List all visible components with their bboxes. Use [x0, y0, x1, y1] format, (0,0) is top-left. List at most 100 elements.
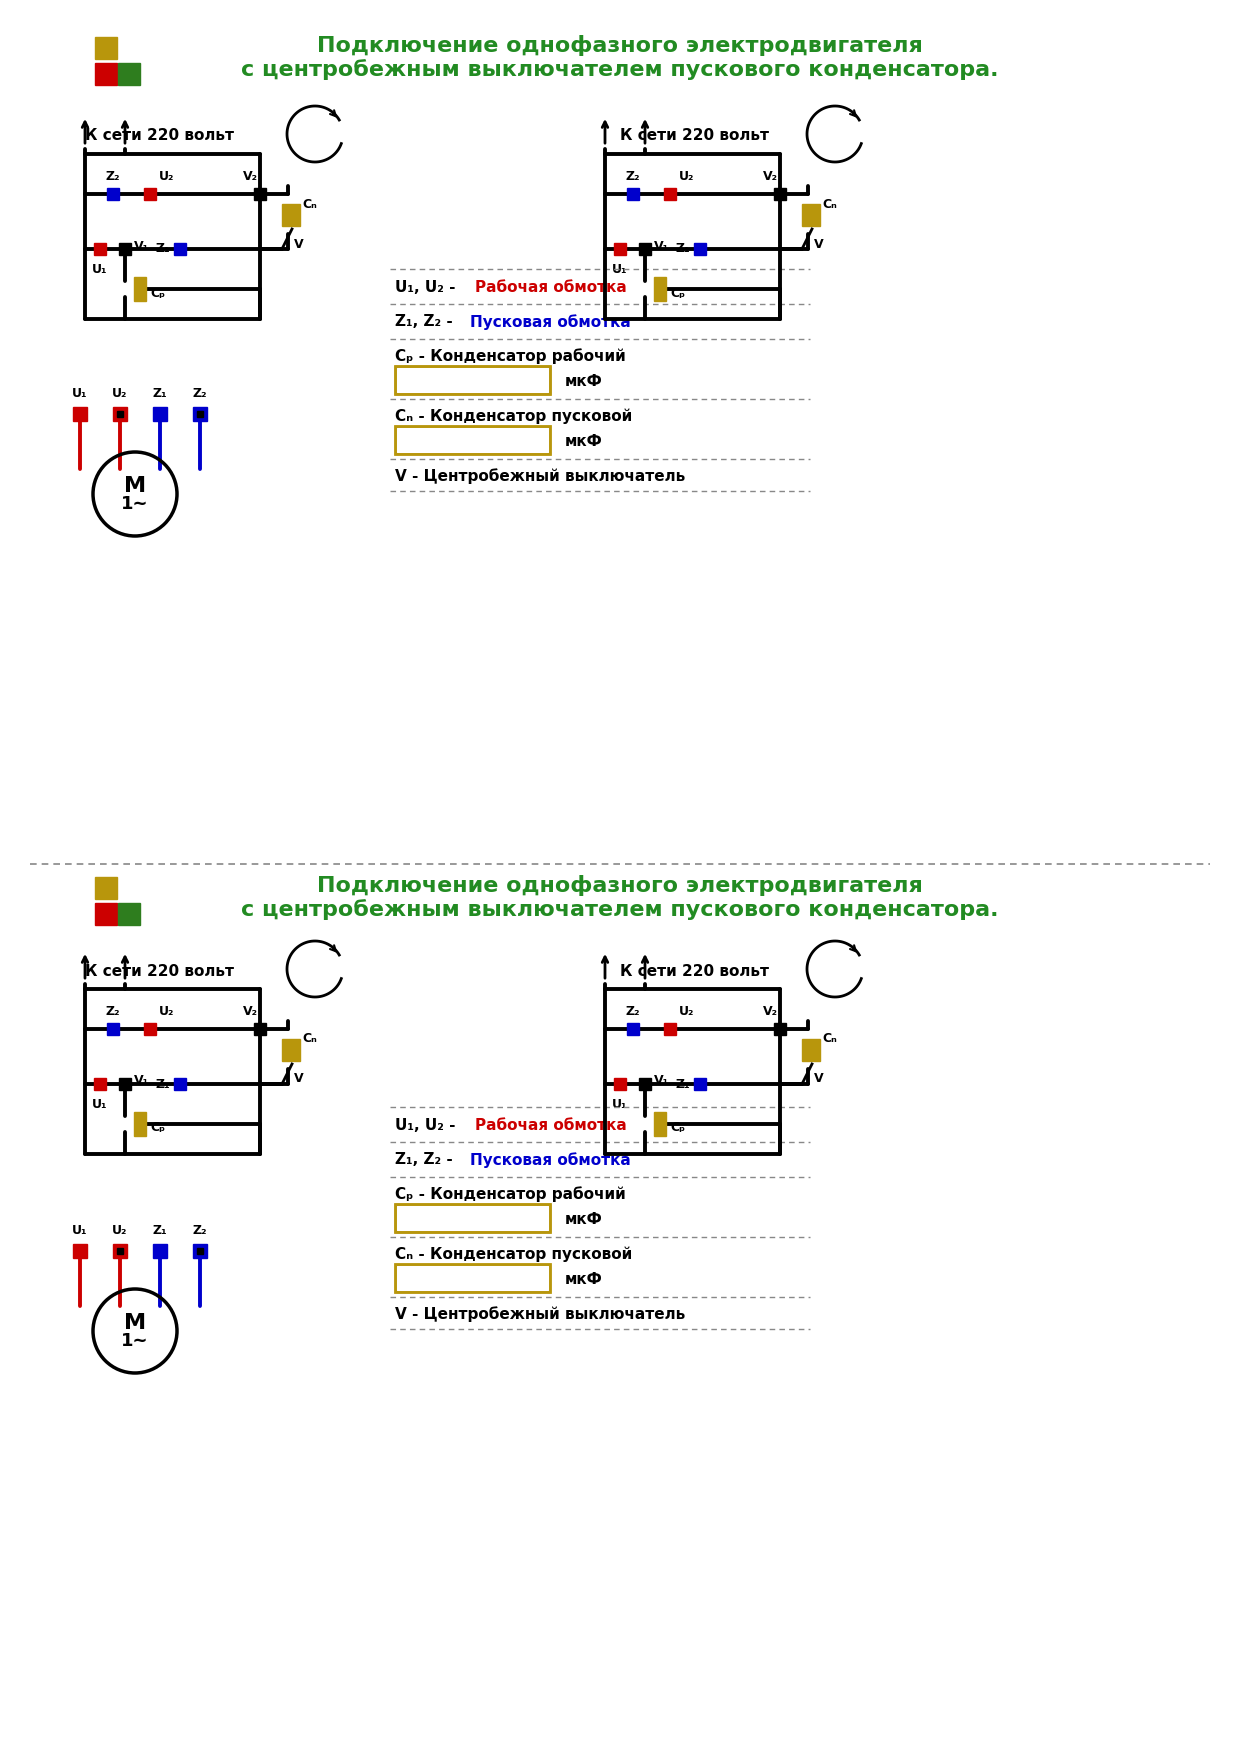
Text: Пусковая обмотка: Пусковая обмотка: [470, 314, 631, 330]
Bar: [653, 277, 666, 302]
Text: V: V: [813, 1072, 823, 1086]
Text: Z₂: Z₂: [626, 170, 640, 182]
Text: Z₁, Z₂ -: Z₁, Z₂ -: [396, 314, 458, 330]
Text: Z₁: Z₁: [155, 1077, 170, 1091]
Text: U₁: U₁: [92, 263, 108, 275]
Text: Рабочая обмотка: Рабочая обмотка: [475, 279, 626, 295]
Text: Рабочая обмотка: Рабочая обмотка: [475, 1117, 626, 1133]
Bar: [153, 407, 167, 421]
Bar: [197, 1249, 203, 1254]
Text: U₁: U₁: [613, 263, 627, 275]
Bar: [94, 1079, 105, 1089]
Text: К сети 220 вольт: К сети 220 вольт: [86, 965, 234, 979]
Bar: [396, 367, 551, 395]
Text: Cₙ: Cₙ: [822, 1033, 837, 1045]
Bar: [107, 1023, 119, 1035]
Text: Пусковая обмотка: Пусковая обмотка: [470, 1152, 631, 1168]
Bar: [397, 1207, 548, 1230]
Bar: [396, 1203, 551, 1231]
Text: Подключение однофазного электродвигателя: Подключение однофазного электродвигателя: [317, 35, 923, 56]
Bar: [197, 410, 203, 417]
Bar: [118, 903, 140, 924]
Bar: [774, 188, 786, 200]
Text: U₂: U₂: [159, 1005, 175, 1017]
Text: Z₂: Z₂: [192, 1224, 207, 1237]
Bar: [397, 1266, 548, 1289]
Bar: [627, 188, 639, 200]
Text: мкФ: мкФ: [565, 374, 603, 388]
Bar: [73, 407, 87, 421]
Bar: [397, 428, 548, 453]
Bar: [144, 188, 156, 200]
Bar: [802, 203, 820, 226]
Bar: [639, 1079, 651, 1089]
Text: Z₁: Z₁: [153, 388, 167, 400]
Text: U₁: U₁: [613, 1098, 627, 1110]
Bar: [94, 244, 105, 254]
Text: мкФ: мкФ: [565, 433, 603, 449]
Text: Cₙ: Cₙ: [822, 198, 837, 210]
Text: Z₂: Z₂: [192, 388, 207, 400]
Text: V: V: [294, 237, 304, 251]
Bar: [144, 1023, 156, 1035]
Bar: [134, 277, 146, 302]
Text: Cₚ: Cₚ: [670, 286, 686, 300]
Text: Z₂: Z₂: [105, 170, 120, 182]
Text: V₁: V₁: [653, 240, 670, 253]
Bar: [396, 1203, 551, 1231]
Text: 1~: 1~: [122, 1331, 149, 1351]
Text: Z₁: Z₁: [153, 1224, 167, 1237]
Text: Cₚ: Cₚ: [150, 286, 165, 300]
Bar: [118, 63, 140, 84]
Text: V₁: V₁: [134, 1075, 149, 1087]
Bar: [95, 37, 117, 60]
Text: V₂: V₂: [763, 1005, 777, 1017]
Bar: [117, 1249, 123, 1254]
Text: U₁: U₁: [92, 1098, 108, 1110]
Text: Cₚ - Конденсатор рабочий: Cₚ - Конденсатор рабочий: [396, 347, 626, 363]
Text: U₂: U₂: [680, 1005, 694, 1017]
Bar: [396, 367, 551, 395]
Text: V: V: [294, 1072, 304, 1086]
Text: Cₙ - Конденсатор пусковой: Cₙ - Конденсатор пусковой: [396, 1247, 632, 1261]
Text: Cₙ - Конденсатор пусковой: Cₙ - Конденсатор пусковой: [396, 409, 632, 424]
Bar: [653, 1112, 666, 1137]
Bar: [774, 1023, 786, 1035]
Bar: [614, 1079, 626, 1089]
Bar: [119, 1079, 131, 1089]
Text: V - Центробежный выключатель: V - Центробежный выключатель: [396, 468, 686, 484]
Text: К сети 220 вольт: К сети 220 вольт: [620, 128, 769, 144]
Bar: [281, 1038, 300, 1061]
Bar: [627, 1023, 639, 1035]
Text: Z₁: Z₁: [676, 1077, 689, 1091]
Text: Cₙ: Cₙ: [303, 1033, 316, 1045]
Bar: [663, 1023, 676, 1035]
Text: U₂: U₂: [159, 170, 175, 182]
Bar: [694, 1079, 706, 1089]
Bar: [614, 244, 626, 254]
Text: U₁: U₁: [72, 1224, 88, 1237]
Text: Z₁: Z₁: [155, 242, 170, 256]
Text: Cₚ - Конденсатор рабочий: Cₚ - Конденсатор рабочий: [396, 1186, 626, 1201]
Bar: [639, 244, 651, 254]
Text: мкФ: мкФ: [565, 1212, 603, 1226]
Bar: [95, 903, 117, 924]
Bar: [95, 877, 117, 900]
Bar: [281, 203, 300, 226]
Bar: [254, 1023, 267, 1035]
Bar: [396, 426, 551, 454]
Bar: [119, 244, 131, 254]
Bar: [396, 1265, 551, 1293]
Bar: [113, 1244, 126, 1258]
Text: V₁: V₁: [653, 1075, 670, 1087]
Bar: [193, 407, 207, 421]
Text: U₂: U₂: [680, 170, 694, 182]
Bar: [174, 1079, 186, 1089]
Text: U₂: U₂: [113, 388, 128, 400]
Text: с центробежным выключателем пускового конденсатора.: с центробежным выключателем пускового ко…: [242, 900, 998, 921]
Text: Z₁: Z₁: [676, 242, 689, 256]
Bar: [113, 407, 126, 421]
Text: с центробежным выключателем пускового конденсатора.: с центробежным выключателем пускового ко…: [242, 60, 998, 81]
Text: Подключение однофазного электродвигателя: Подключение однофазного электродвигателя: [317, 875, 923, 896]
Text: M: M: [124, 475, 146, 496]
